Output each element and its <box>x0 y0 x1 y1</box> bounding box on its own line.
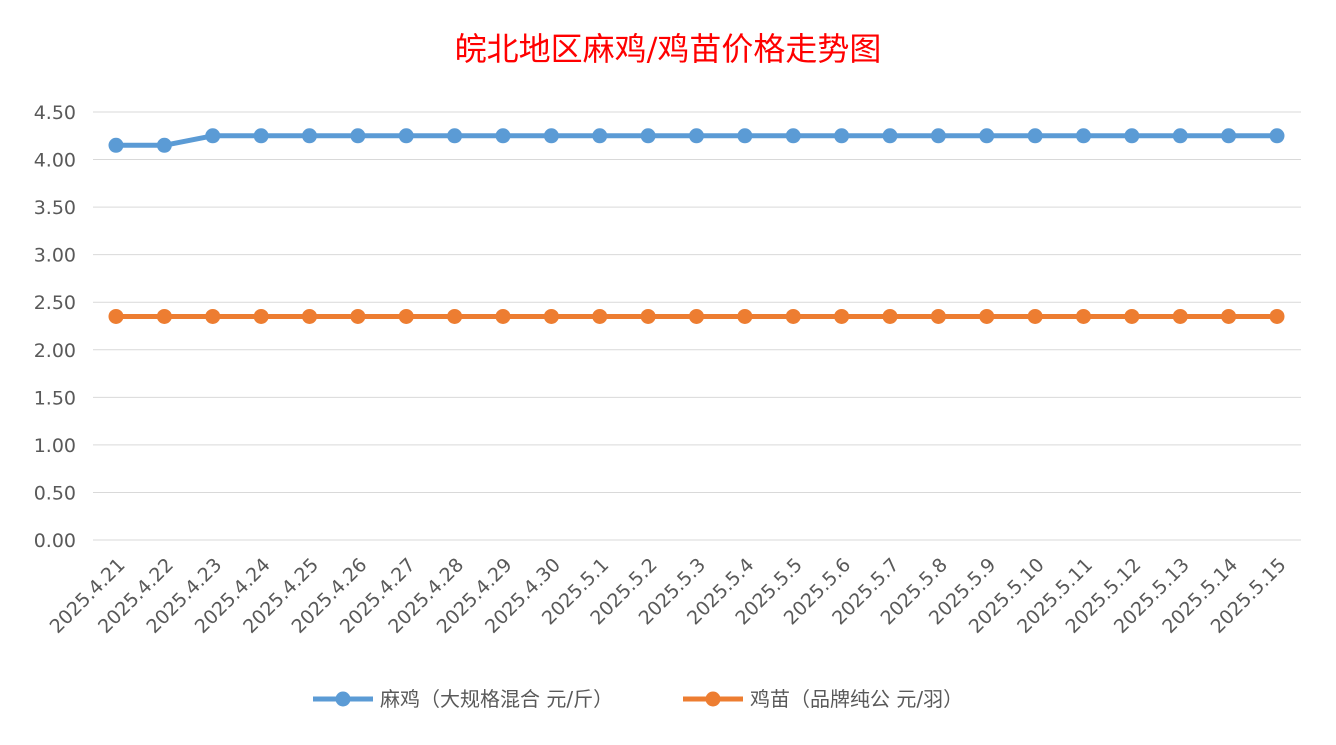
data-point <box>592 128 608 144</box>
data-point <box>1076 308 1091 324</box>
data-point <box>205 128 221 144</box>
data-point <box>495 308 511 324</box>
data-point <box>640 128 656 144</box>
data-point <box>108 137 124 153</box>
legend-marker <box>335 691 351 707</box>
data-point <box>834 128 850 144</box>
y-tick-label: 3.50 <box>34 197 76 219</box>
data-point <box>737 308 753 324</box>
data-point <box>447 308 463 324</box>
data-point <box>302 128 317 144</box>
data-point <box>1221 128 1237 144</box>
data-point <box>1172 308 1188 324</box>
data-point <box>108 308 124 324</box>
data-point <box>350 128 366 144</box>
data-point <box>930 308 946 324</box>
legend-label: 麻鸡（大规格混合 元/斤） <box>380 687 613 711</box>
y-axis-ticks: 0.00 0.50 1.00 1.50 2.00 2.50 3.00 3.50 4.00 4.50 <box>34 102 76 552</box>
y-tick-label: 4.50 <box>34 102 76 124</box>
data-point <box>302 308 317 324</box>
data-point <box>930 128 946 144</box>
data-point <box>543 308 559 324</box>
legend-label: 鸡苗（品牌纯公 元/羽） <box>750 687 963 711</box>
data-point <box>495 128 511 144</box>
data-point <box>543 128 559 144</box>
data-point <box>689 128 704 144</box>
data-point <box>785 308 801 324</box>
legend-item: 麻鸡（大规格混合 元/斤） <box>313 687 613 711</box>
data-point <box>689 308 704 324</box>
y-tick-label: 1.50 <box>34 387 76 409</box>
series-1 <box>108 128 1285 153</box>
data-point <box>205 308 221 324</box>
data-point <box>156 308 172 324</box>
legend-marker <box>705 691 721 707</box>
data-point <box>785 128 801 144</box>
data-point <box>253 128 269 144</box>
data-point <box>253 308 269 324</box>
data-point <box>592 308 608 324</box>
data-point <box>156 137 172 153</box>
data-point <box>1269 308 1285 324</box>
y-tick-label: 2.50 <box>34 292 76 314</box>
y-tick-label: 3.00 <box>34 245 76 267</box>
data-point <box>350 308 366 324</box>
legend: 麻鸡（大规格混合 元/斤） 鸡苗（品牌纯公 元/羽） <box>313 687 963 711</box>
data-point <box>882 128 898 144</box>
y-tick-label: 4.00 <box>34 150 76 172</box>
data-point <box>979 128 995 144</box>
data-point <box>979 308 995 324</box>
data-point <box>1027 128 1043 144</box>
data-point <box>1027 308 1043 324</box>
data-point <box>834 308 850 324</box>
y-tick-label: 2.00 <box>34 340 76 362</box>
data-point <box>1269 128 1285 144</box>
series-layer <box>108 128 1285 324</box>
data-point <box>447 128 463 144</box>
y-tick-label: 0.00 <box>34 530 76 552</box>
data-point <box>882 308 898 324</box>
data-point <box>1124 308 1140 324</box>
data-point <box>398 308 414 324</box>
y-tick-label: 1.00 <box>34 435 76 457</box>
series-2 <box>108 308 1285 324</box>
gridlines <box>93 111 1301 541</box>
legend-item: 鸡苗（品牌纯公 元/羽） <box>683 687 963 711</box>
data-point <box>1172 128 1188 144</box>
data-point <box>1076 128 1091 144</box>
data-point <box>640 308 656 324</box>
chart-title: 皖北地区麻鸡/鸡苗价格走势图 <box>455 30 882 68</box>
data-point <box>1221 308 1237 324</box>
y-tick-label: 0.50 <box>34 482 76 504</box>
data-point <box>398 128 414 144</box>
data-point <box>737 128 753 144</box>
data-point <box>1124 128 1140 144</box>
